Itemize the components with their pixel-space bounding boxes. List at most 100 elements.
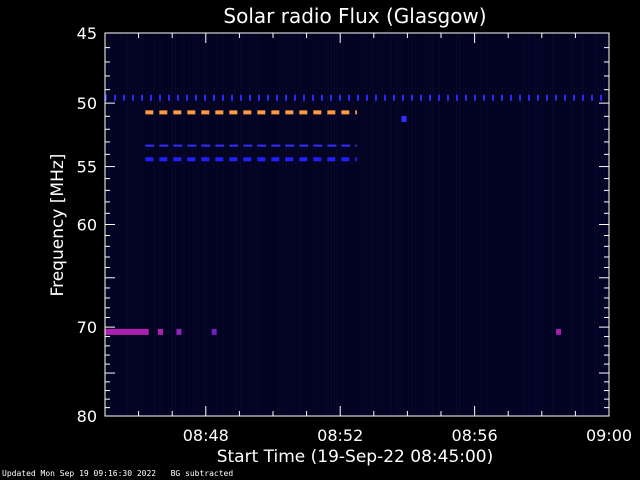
noise-stripe — [387, 33, 389, 416]
noise-stripe — [330, 33, 332, 416]
noise-stripe — [468, 33, 470, 416]
noise-stripe — [360, 33, 362, 416]
noise-stripe — [120, 33, 122, 416]
emission-spot-0 — [401, 115, 407, 122]
noise-stripe — [597, 33, 599, 416]
noise-stripe — [507, 33, 509, 416]
noise-stripe — [531, 33, 533, 416]
noise-stripe — [513, 33, 515, 416]
emission-spot-1 — [157, 328, 163, 335]
noise-stripe — [225, 33, 227, 416]
noise-stripe — [273, 33, 275, 416]
noise-stripe — [165, 33, 167, 416]
noise-stripe — [276, 33, 278, 416]
noise-stripe — [399, 33, 401, 416]
noise-stripe — [447, 33, 449, 416]
noise-stripe — [147, 33, 149, 416]
noise-stripe — [471, 33, 473, 416]
noise-stripe — [309, 33, 311, 416]
noise-stripe — [144, 33, 146, 416]
noise-stripe — [234, 33, 236, 416]
noise-stripe — [393, 33, 395, 416]
noise-stripe — [249, 33, 251, 416]
noise-stripe — [300, 33, 302, 416]
noise-stripe — [552, 33, 554, 416]
noise-stripe — [207, 33, 209, 416]
noise-stripe — [216, 33, 218, 416]
noise-stripe — [267, 33, 269, 416]
noise-stripe — [186, 33, 188, 416]
noise-stripe — [528, 33, 530, 416]
y-tick-label-0: 45 — [77, 24, 97, 43]
noise-stripe — [444, 33, 446, 416]
y-tick-label-1: 50 — [77, 94, 97, 113]
noise-stripe — [252, 33, 254, 416]
noise-stripe — [237, 33, 239, 416]
y-tick-label-2: 55 — [77, 158, 97, 177]
noise-stripe — [150, 33, 152, 416]
noise-stripe — [228, 33, 230, 416]
noise-stripe — [246, 33, 248, 416]
noise-stripe — [288, 33, 290, 416]
noise-stripe — [198, 33, 200, 416]
noise-stripe — [132, 33, 134, 416]
noise-stripe — [477, 33, 479, 416]
y-tick-label-5: 80 — [77, 407, 97, 426]
noise-stripe — [495, 33, 497, 416]
noise-stripe — [411, 33, 413, 416]
noise-stripe — [396, 33, 398, 416]
noise-stripe — [483, 33, 485, 416]
noise-stripe — [351, 33, 353, 416]
noise-stripe — [378, 33, 380, 416]
noise-stripe — [417, 33, 419, 416]
noise-stripe — [480, 33, 482, 416]
noise-stripe — [219, 33, 221, 416]
noise-stripe — [180, 33, 182, 416]
noise-stripe — [573, 33, 575, 416]
x-axis-label: Start Time (19-Sep-22 08:45:00) — [217, 447, 494, 467]
noise-stripe — [423, 33, 425, 416]
noise-stripe — [168, 33, 170, 416]
emission-spot-3 — [211, 328, 217, 335]
noise-stripe — [498, 33, 500, 416]
noise-stripe — [117, 33, 119, 416]
noise-stripe — [570, 33, 572, 416]
emission-spot-4 — [556, 328, 562, 335]
noise-stripe — [546, 33, 548, 416]
noise-stripe — [375, 33, 377, 416]
noise-stripe — [474, 33, 476, 416]
noise-stripe — [177, 33, 179, 416]
x-axis-ticks: 08:48 08:52 08:56 09:00 — [138, 33, 632, 445]
noise-stripe — [450, 33, 452, 416]
noise-stripe — [591, 33, 593, 416]
noise-stripe — [366, 33, 368, 416]
noise-stripe — [183, 33, 185, 416]
noise-stripe — [240, 33, 242, 416]
noise-stripe — [384, 33, 386, 416]
noise-stripe — [555, 33, 557, 416]
noise-stripe — [258, 33, 260, 416]
y-axis-ticks: 45 50 55 60 70 80 — [77, 24, 609, 426]
noise-stripe — [435, 33, 437, 416]
noise-stripe — [312, 33, 314, 416]
noise-stripe — [489, 33, 491, 416]
noise-stripe — [231, 33, 233, 416]
spectrogram-background — [105, 33, 609, 416]
x-tick-label-0: 08:48 — [183, 426, 229, 445]
noise-stripe — [195, 33, 197, 416]
noise-stripe — [567, 33, 569, 416]
noise-stripe — [582, 33, 584, 416]
y-tick-label-4: 70 — [77, 318, 97, 337]
noise-stripe — [561, 33, 563, 416]
noise-stripe — [516, 33, 518, 416]
noise-stripe — [363, 33, 365, 416]
noise-stripe — [171, 33, 173, 416]
noise-stripe — [441, 33, 443, 416]
noise-stripe — [192, 33, 194, 416]
noise-stripe — [213, 33, 215, 416]
noise-stripe — [279, 33, 281, 416]
noise-stripe — [453, 33, 455, 416]
noise-stripe — [549, 33, 551, 416]
noise-stripe — [537, 33, 539, 416]
